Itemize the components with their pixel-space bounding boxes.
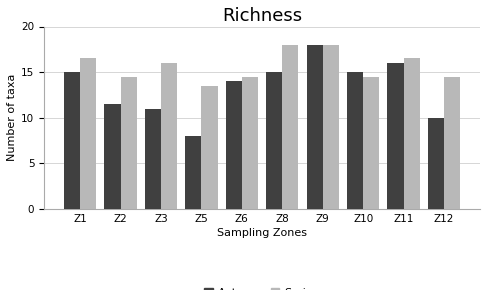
Bar xyxy=(428,118,444,209)
X-axis label: Sampling Zones: Sampling Zones xyxy=(217,228,307,238)
Bar xyxy=(64,72,80,209)
Bar xyxy=(161,63,177,209)
Bar xyxy=(225,81,242,209)
Bar xyxy=(145,108,161,209)
Bar xyxy=(266,72,282,209)
Bar xyxy=(104,104,120,209)
Bar xyxy=(363,77,379,209)
Bar xyxy=(120,77,137,209)
Bar xyxy=(242,77,258,209)
Bar xyxy=(80,58,96,209)
Bar xyxy=(185,136,202,209)
Legend: Autumn, Spring: Autumn, Spring xyxy=(200,284,324,290)
Bar xyxy=(202,86,218,209)
Bar xyxy=(444,77,460,209)
Bar xyxy=(388,63,404,209)
Bar xyxy=(347,72,363,209)
Bar xyxy=(306,45,323,209)
Title: Richness: Richness xyxy=(222,7,302,25)
Bar xyxy=(404,58,420,209)
Bar xyxy=(282,45,299,209)
Y-axis label: Number of taxa: Number of taxa xyxy=(7,74,17,161)
Bar xyxy=(323,45,339,209)
